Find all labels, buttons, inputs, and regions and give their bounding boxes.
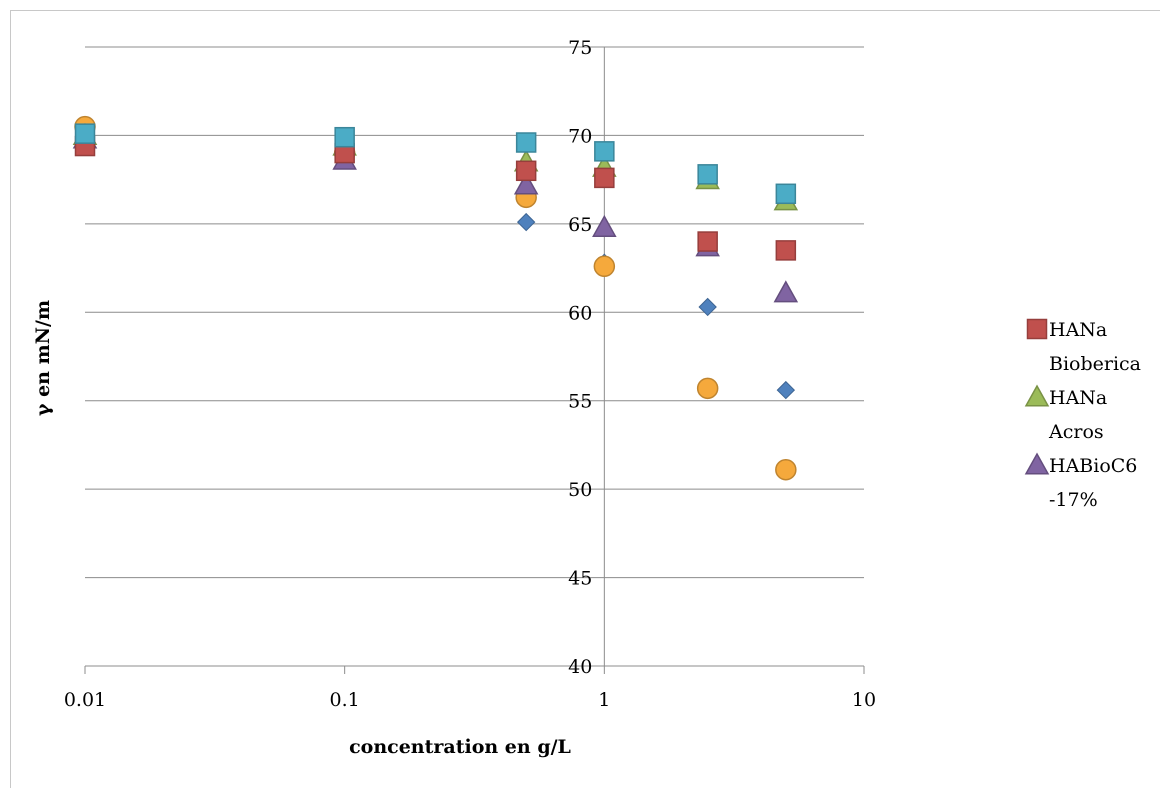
data-point	[773, 280, 799, 303]
data-point	[513, 172, 539, 195]
data-point	[515, 132, 537, 153]
data-point	[698, 297, 717, 317]
legend-marker	[1024, 452, 1050, 475]
y-tick-label: 45	[568, 568, 592, 590]
data-point	[775, 458, 797, 481]
y-tick-label: 50	[568, 479, 592, 501]
x-tick-label: 0.1	[330, 689, 360, 711]
data-point	[593, 255, 616, 278]
x-tick-label: 0.01	[64, 689, 106, 711]
data-point	[594, 141, 615, 162]
data-point	[776, 380, 796, 400]
y-tick-label: 65	[568, 214, 592, 236]
legend: HANa Bioberica HANa Acros HABioC6 -17%	[1024, 318, 1141, 511]
x-tick-label: 10	[852, 689, 876, 711]
series-5	[74, 135, 797, 261]
x-tick-label: 1	[598, 689, 610, 711]
legend-label: HANa	[1049, 387, 1107, 409]
legend-marker	[1026, 318, 1048, 340]
y-tick-label: 40	[568, 656, 592, 678]
data-point	[515, 160, 537, 182]
grid-lines	[85, 46, 864, 667]
data-point	[697, 231, 718, 252]
series-4	[72, 122, 799, 211]
legend-label: Bioberica	[1049, 353, 1141, 375]
axes	[84, 47, 865, 674]
data-point	[594, 167, 615, 189]
data-point	[696, 377, 719, 400]
data-point	[334, 126, 355, 148]
chart-frame	[10, 10, 1160, 788]
y-tick-labels: 40 45 50 55 60 65 70 75	[568, 37, 592, 678]
data-point	[775, 183, 797, 205]
data-point	[592, 214, 617, 237]
y-tick-label: 60	[568, 302, 592, 324]
x-tick-labels: 0.01 0.1 1 10	[64, 689, 876, 711]
legend-label: -17%	[1049, 489, 1098, 511]
data-point	[697, 164, 718, 185]
data-point	[516, 212, 536, 232]
y-tick-label: 75	[568, 37, 592, 59]
y-axis-title: γ en mN/m	[32, 300, 54, 416]
legend-label: Acros	[1048, 421, 1104, 443]
x-axis-title: concentration en g/L	[349, 736, 571, 758]
legend-marker	[1024, 384, 1050, 407]
data-point	[74, 123, 96, 144]
series-3	[72, 126, 799, 303]
data-points	[72, 115, 799, 481]
legend-label: HANa	[1049, 319, 1107, 341]
data-point	[775, 240, 797, 261]
legend-item: HANa Acros	[1024, 384, 1107, 443]
legend-item: HANa Bioberica	[1026, 318, 1141, 375]
legend-label: HABioC6	[1049, 455, 1137, 477]
series-6	[74, 123, 797, 205]
legend-item: HABioC6 -17%	[1024, 452, 1137, 511]
series-2	[74, 115, 797, 481]
y-tick-label: 55	[568, 391, 592, 413]
series-1	[75, 122, 796, 400]
y-tick-label: 70	[568, 125, 592, 147]
